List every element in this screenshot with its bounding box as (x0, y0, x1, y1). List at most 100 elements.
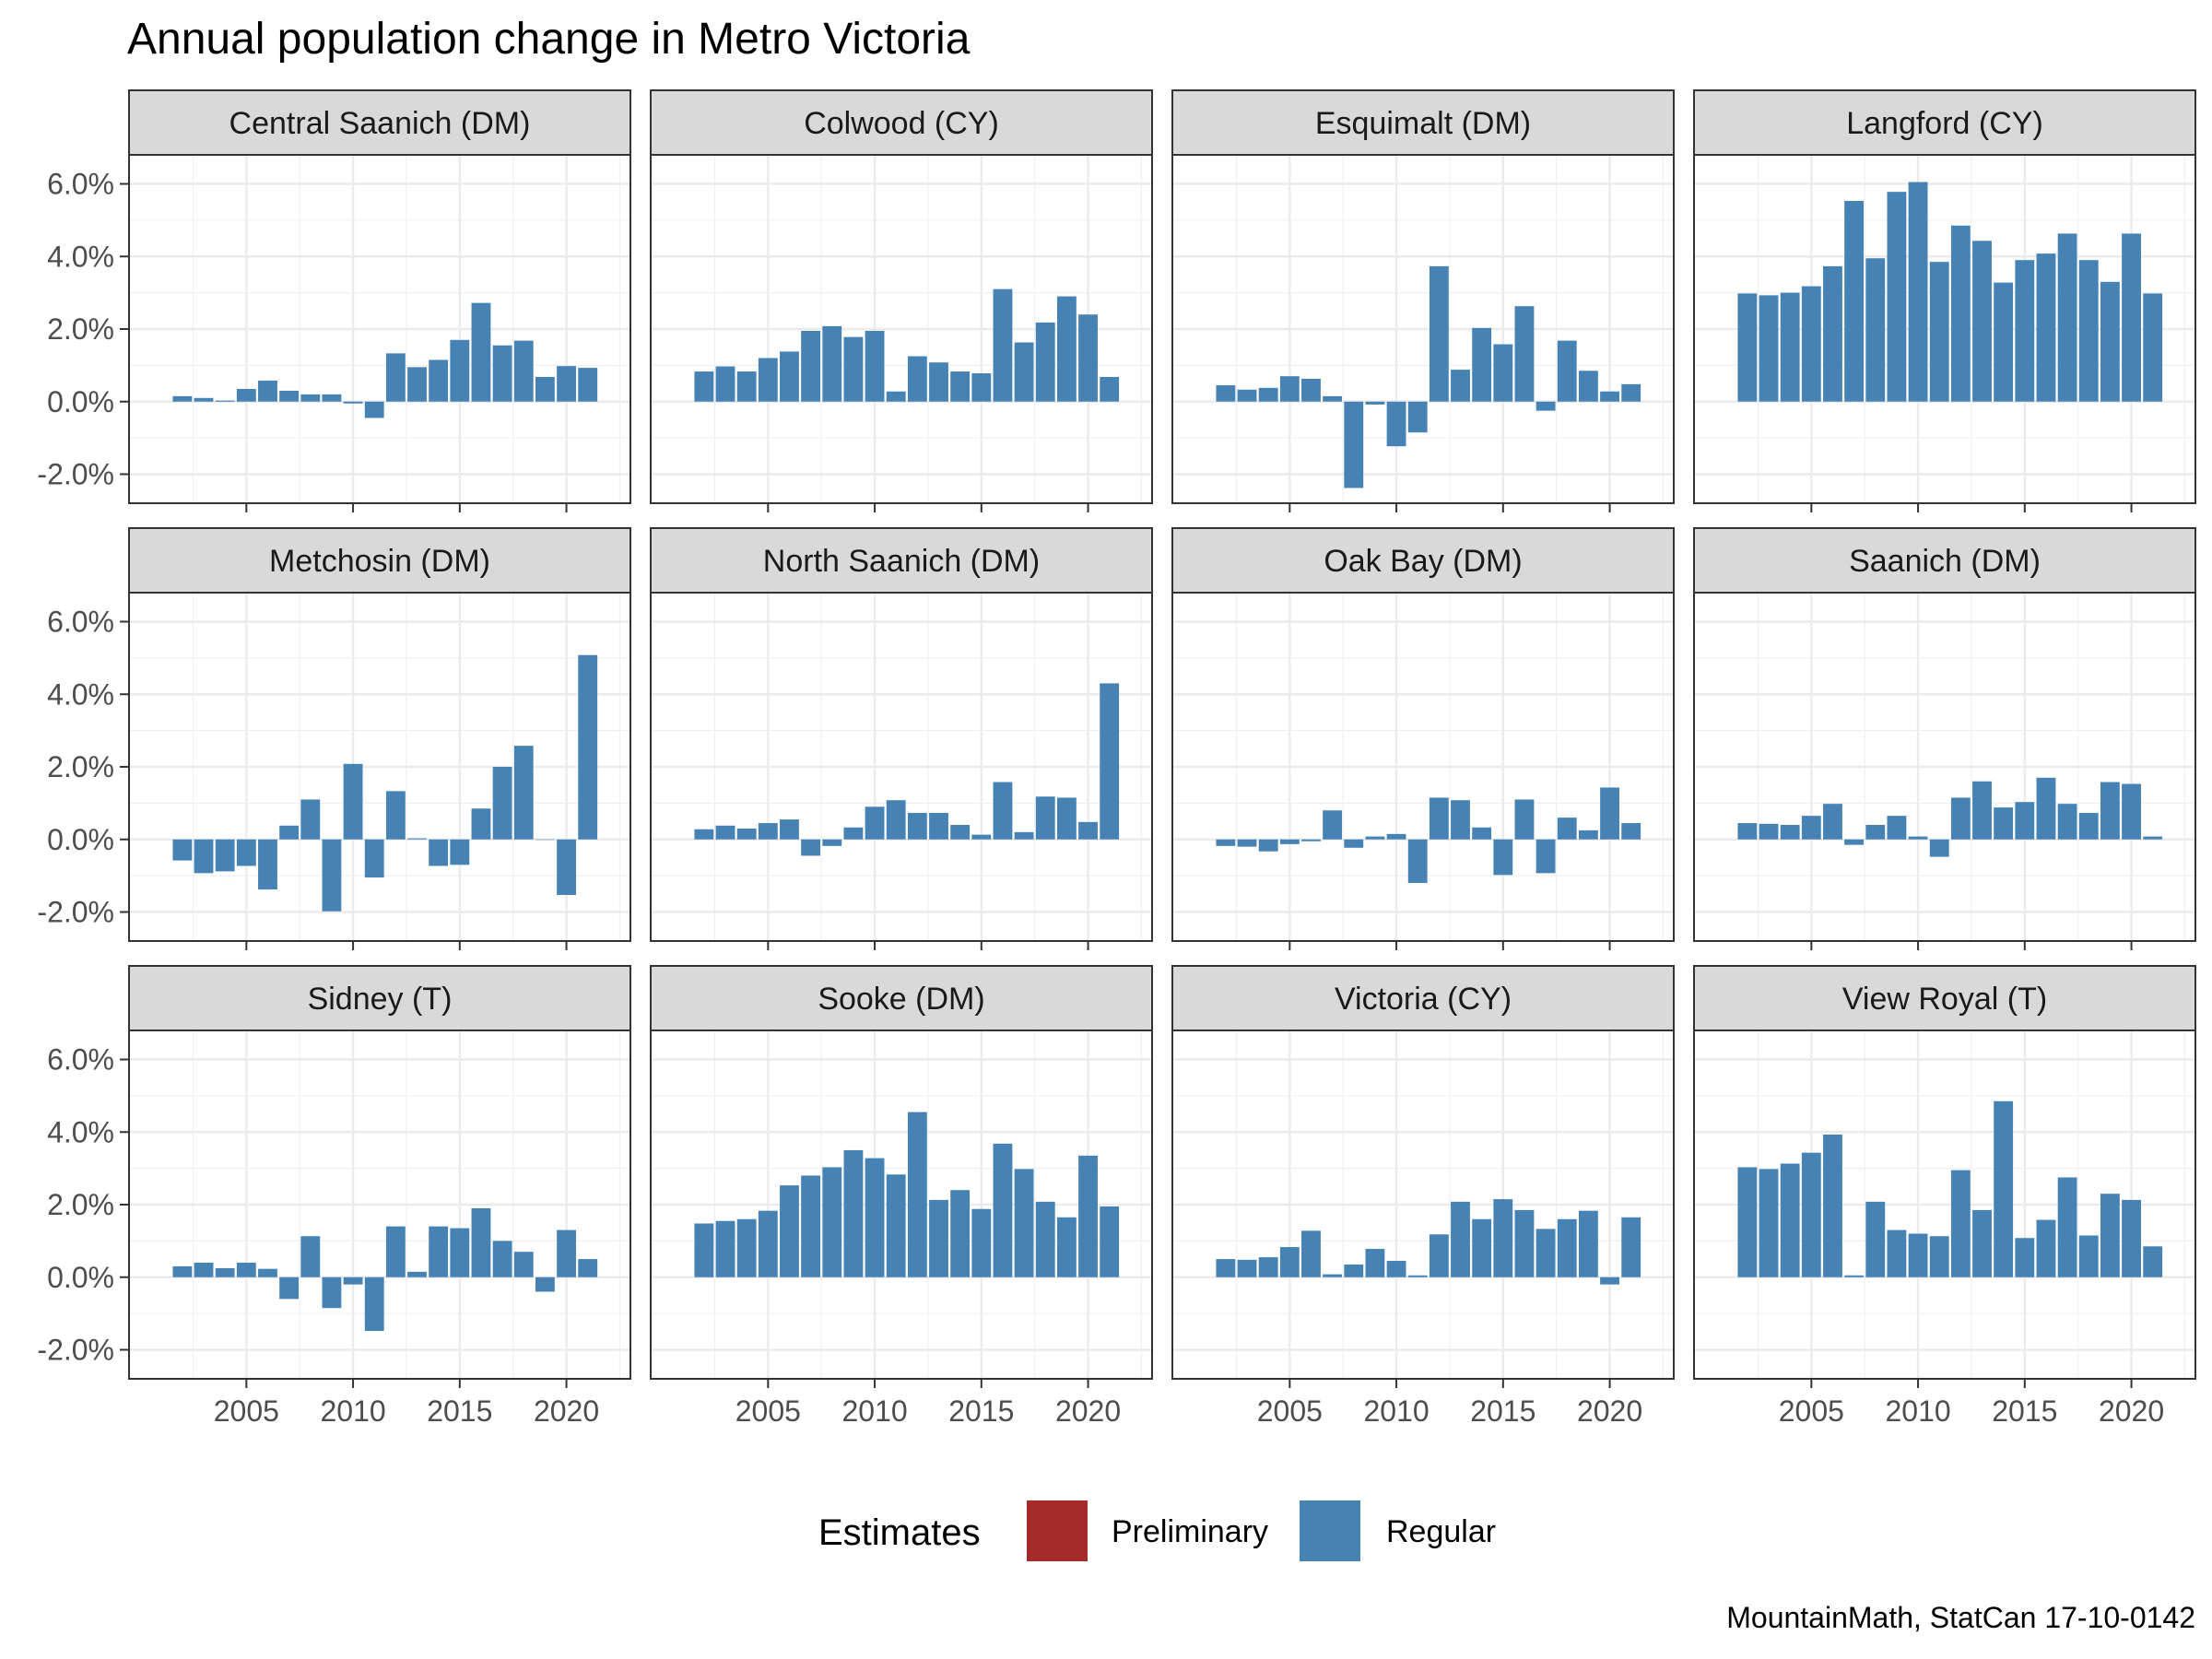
bar-regular (1514, 306, 1535, 402)
bar-regular (1279, 376, 1300, 402)
bar-regular (1737, 293, 1758, 402)
panel-victoria-cy: Victoria (CY) 2005 2010 2015 2020 (1171, 965, 1675, 1428)
bar-regular (1600, 1277, 1619, 1285)
y-tick-label: 2.0% (47, 1188, 114, 1221)
y-tick-label: 4.0% (47, 677, 114, 711)
x-tick-label: 2010 (1885, 1394, 1950, 1428)
bar-regular (407, 367, 427, 402)
facet-strip (1693, 965, 2196, 1031)
bar-regular (780, 819, 799, 840)
bar-regular (450, 339, 470, 402)
y-tick-label: 4.0% (47, 240, 114, 273)
bar-regular (172, 839, 193, 861)
bar-regular (1908, 836, 1928, 840)
bar-regular (2143, 836, 2163, 840)
bar-regular (1844, 1275, 1865, 1277)
bar-regular (1100, 1206, 1120, 1277)
facet-strip (1171, 89, 1675, 156)
bar-regular (1994, 282, 2014, 402)
bar-regular (279, 1277, 300, 1300)
bar-regular (1535, 401, 1556, 411)
bar-regular (1887, 1230, 1907, 1277)
bar-regular (865, 806, 885, 840)
bar-regular (1407, 1275, 1428, 1277)
y-tick-label: 2.0% (47, 750, 114, 783)
bar-regular (1451, 800, 1470, 840)
bar-regular (780, 1185, 799, 1277)
panel-border (1171, 592, 1675, 942)
bar-regular (1759, 823, 1779, 840)
bar-regular (1014, 831, 1034, 840)
bar-regular (1621, 823, 1641, 840)
panel-border (1171, 154, 1675, 504)
y-tick-label: 6.0% (47, 1043, 114, 1077)
bar-regular (1451, 1201, 1470, 1277)
bar-regular (1737, 1167, 1758, 1277)
x-tick-label: 2010 (1363, 1394, 1429, 1428)
bar-regular (1386, 1261, 1406, 1277)
bar-regular (886, 391, 906, 402)
facet-strip (650, 527, 1153, 594)
bar-regular (471, 302, 491, 402)
bar-regular (1429, 1234, 1449, 1277)
bar-regular (1279, 1247, 1300, 1277)
bar-regular (1759, 1169, 1779, 1277)
x-tick-label: 2005 (214, 1394, 279, 1428)
bar-regular (1801, 1152, 1821, 1277)
bar-regular (1950, 1170, 1971, 1277)
bar-regular (1972, 1209, 1992, 1277)
facet-label: Esquimalt (DM) (1315, 106, 1531, 141)
bar-regular (736, 828, 757, 840)
bar-regular (929, 362, 948, 402)
y-tick-label: 6.0% (47, 168, 114, 201)
bar-regular (1216, 839, 1236, 846)
bar-regular (1950, 225, 1971, 402)
bar-regular (2100, 1194, 2120, 1277)
bar-regular (194, 839, 214, 874)
bar-regular (557, 839, 576, 895)
bar-regular (1972, 241, 1992, 402)
bar-regular (2036, 253, 2056, 402)
y-tick-label: -2.0% (37, 1334, 114, 1367)
bar-regular (1929, 839, 1949, 857)
bar-regular (1844, 839, 1865, 845)
bar-regular (343, 1277, 363, 1285)
bar-regular (1035, 1201, 1055, 1277)
bar-regular (1301, 378, 1321, 402)
bar-regular (801, 330, 821, 402)
bar-regular (1600, 391, 1619, 402)
bar-regular (1429, 797, 1449, 840)
bar-regular (758, 358, 778, 402)
bar-regular (1621, 383, 1641, 402)
bar-regular (1929, 262, 1949, 402)
facet-label: Saanich (DM) (1849, 544, 2041, 579)
bar-regular (1258, 839, 1278, 852)
bar-regular (1035, 796, 1055, 840)
panel-langford-cy: Langford (CY) (1693, 89, 2196, 512)
bar-regular (300, 394, 321, 402)
bar-regular (1950, 797, 1971, 840)
facet-label: Langford (CY) (1846, 106, 2043, 141)
bar-regular (2078, 260, 2099, 402)
bar-regular (1994, 1100, 2014, 1277)
bar-regular (801, 839, 821, 856)
bar-regular (1887, 192, 1907, 402)
bar-regular (843, 1149, 864, 1277)
bar-regular (1365, 1249, 1385, 1277)
bar-regular (407, 1271, 427, 1277)
y-tick-label: 0.0% (47, 1261, 114, 1294)
bar-regular (1407, 401, 1428, 433)
panel-border (1693, 154, 2196, 504)
bar-regular (492, 767, 512, 840)
bar-regular (950, 825, 971, 840)
bar-regular (1279, 839, 1300, 844)
legend-key-regular (1300, 1500, 1360, 1561)
bar-regular (429, 1226, 449, 1277)
panel-border (1693, 592, 2196, 942)
bar-regular (471, 1207, 491, 1277)
bar-regular (1216, 385, 1236, 402)
facet-label: Metchosin (DM) (269, 544, 490, 579)
bar-regular (1078, 314, 1098, 402)
bar-regular (865, 330, 885, 402)
bar-regular (1994, 807, 2014, 840)
